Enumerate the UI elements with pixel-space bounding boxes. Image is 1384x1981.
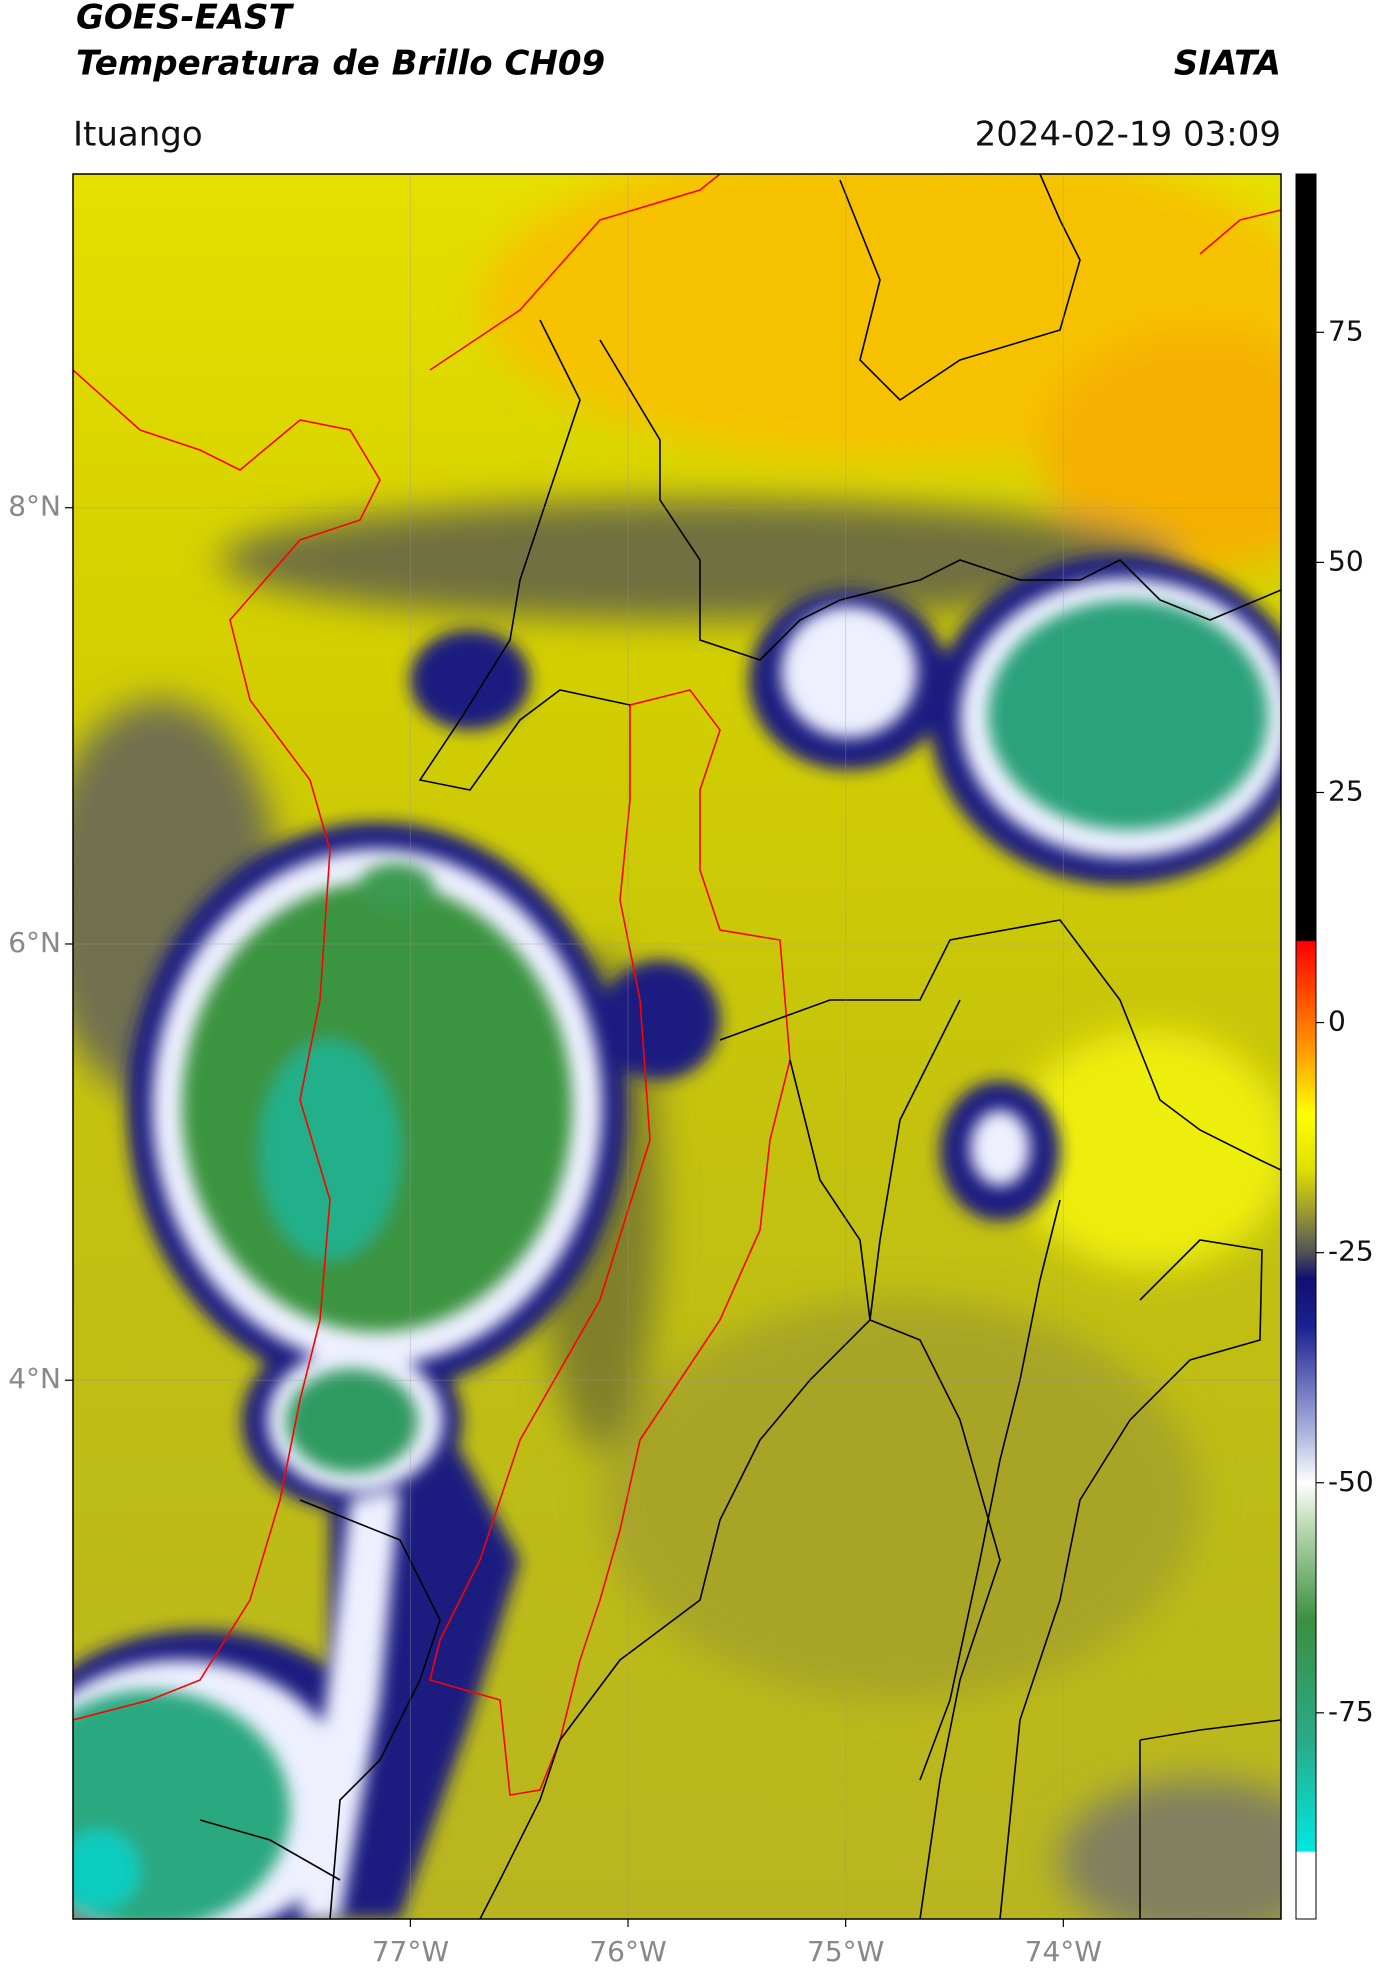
satellite-image — [73, 174, 1281, 1919]
y-tick-label: 6°N — [8, 926, 61, 959]
colorbar-tick-label: 75 — [1328, 314, 1364, 347]
y-tick-label: 8°N — [8, 490, 61, 523]
x-tick-label: 75°W — [807, 1935, 884, 1968]
colorbar-tick-label: 25 — [1328, 774, 1364, 807]
location: Ituango — [73, 115, 203, 155]
x-tick-label: 77°W — [372, 1935, 449, 1968]
x-tick-label: 74°W — [1025, 1935, 1102, 1968]
colorbar-tick-label: 0 — [1328, 1005, 1346, 1038]
colorbar — [1295, 173, 1317, 1920]
colorbar-tick-label: -75 — [1328, 1695, 1374, 1728]
title: GOES-EAST — [76, 0, 295, 38]
datetime: 2024-02-19 03:09 — [975, 115, 1281, 155]
borders — [73, 174, 1281, 1919]
subtitle: Temperatura de Brillo CH09 — [76, 44, 605, 84]
colorbar-tick-label: -25 — [1328, 1235, 1374, 1268]
colorbar-tick-label: 50 — [1328, 544, 1364, 577]
brand: SIATA — [1174, 44, 1281, 84]
x-tick-label: 76°W — [589, 1935, 666, 1968]
colorbar-tick-label: -50 — [1328, 1465, 1374, 1498]
map-frame — [72, 173, 1282, 1920]
y-tick-label: 4°N — [8, 1362, 61, 1395]
